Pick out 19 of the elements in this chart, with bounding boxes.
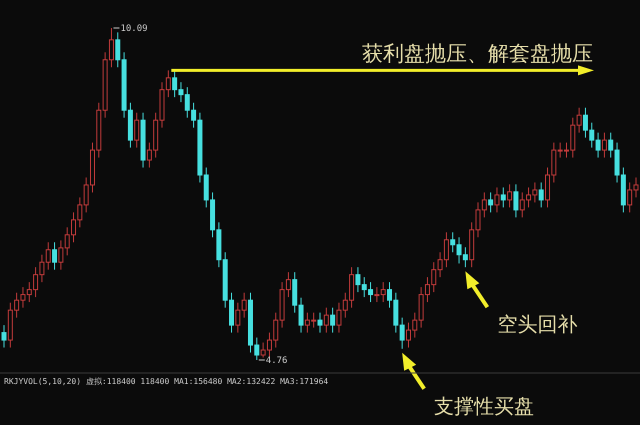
candlestick — [538, 182, 544, 208]
text: 支撑性买盘 — [434, 394, 534, 418]
annotation: 4.76 — [266, 356, 288, 366]
candlestick — [318, 312, 322, 334]
candlestick — [330, 307, 336, 334]
annotation: 10.09 — [120, 24, 148, 34]
candlestick — [52, 242, 58, 270]
candlestick — [488, 192, 494, 213]
candlestick — [602, 132, 607, 158]
text: RKJYVOL(5,10,20) 虚拟:118400 118400 MA1:156480 MA2:132422 MA3:171964 — [4, 377, 328, 386]
candlestick — [513, 184, 518, 218]
candlestick — [507, 184, 512, 208]
candlestick — [2, 324, 6, 348]
candlestick — [134, 112, 140, 148]
annotation: 空头回补 — [497, 312, 578, 336]
candlestick — [324, 307, 329, 334]
candlestick — [494, 186, 500, 213]
annotation: 获利盘抛压、解套盘抛压 — [362, 41, 593, 66]
candlestick — [500, 186, 506, 208]
